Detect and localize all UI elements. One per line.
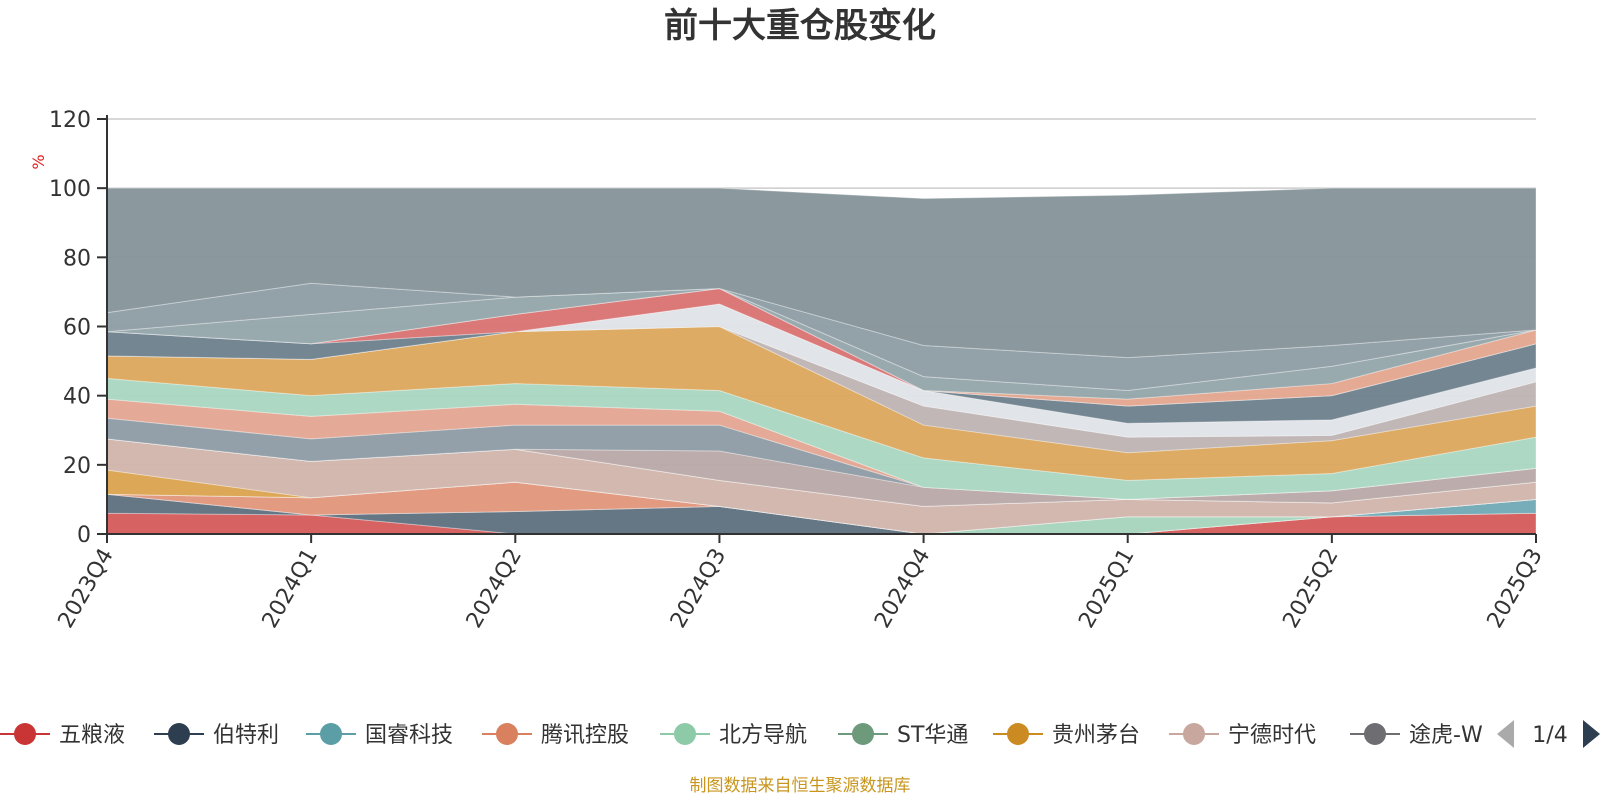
legend-label-3: 国睿科技 (365, 723, 453, 748)
y-tick-label-0: 0 (77, 523, 91, 548)
legend-marker-4 (496, 723, 518, 745)
legend-item-3[interactable]: 国睿科技 (306, 723, 453, 748)
y-axis-unit: % (29, 154, 48, 169)
legend-next-icon[interactable] (1583, 720, 1600, 748)
y-tick-label-6: 120 (49, 108, 91, 133)
legend-marker-3 (320, 723, 342, 745)
legend: 五粮液 伯特利 国睿科技 腾讯控股 北方导航 ST华通 贵州茅台 宁德时代 途虎-W (0, 723, 1483, 748)
legend-item-4[interactable]: 腾讯控股 (482, 723, 629, 748)
x-tick-label-5: 2025Q1 (1074, 544, 1139, 632)
x-tick-label-0: 2023Q4 (54, 544, 119, 632)
area-8 (106, 438, 1537, 535)
area-upper-3 (106, 417, 1537, 500)
legend-marker-6 (852, 723, 874, 745)
y-tick-label-4: 80 (63, 246, 91, 271)
area-upper-14 (106, 187, 1537, 359)
legend-item-8[interactable]: 宁德时代 (1169, 723, 1316, 748)
area-upper-9 (106, 303, 1537, 424)
legend-prev-icon[interactable] (1497, 720, 1514, 748)
legend-label-5: 北方导航 (719, 723, 807, 748)
x-tick-label-1: 2024Q1 (258, 544, 323, 632)
y-tick-label-1: 20 (63, 454, 91, 479)
y-tick-label-2: 40 (63, 385, 91, 410)
x-tick-labels: 2023Q4 2024Q1 2024Q2 2024Q3 2024Q4 2025Q1 2025… (54, 544, 1548, 632)
legend-marker-8 (1183, 723, 1205, 745)
legend-label-7: 贵州茅台 (1052, 723, 1140, 748)
area-upper-10 (106, 287, 1537, 407)
legend-items: 五粮液 伯特利 国睿科技 腾讯控股 北方导航 ST华通 贵州茅台 宁德时代 途虎-W (0, 723, 1483, 748)
area-upper-8 (106, 303, 1537, 438)
area-upper-2 (106, 438, 1537, 507)
legend-item-9[interactable]: 途虎-W (1350, 723, 1483, 748)
x-tick-label-2: 2024Q2 (462, 544, 527, 632)
legend-item-7[interactable]: 贵州茅台 (993, 723, 1140, 748)
area-upper-6 (106, 325, 1537, 481)
axes (97, 115, 1537, 543)
x-tick-label-4: 2024Q4 (870, 544, 935, 632)
legend-item-1[interactable]: 五粮液 (0, 723, 125, 748)
legend-item-5[interactable]: 北方导航 (660, 723, 807, 748)
legend-item-2[interactable]: 伯特利 (154, 723, 279, 748)
legend-label-9: 途虎-W (1409, 723, 1483, 748)
data-source-note: 制图数据来自恒生聚源数据库 (690, 776, 911, 796)
legend-label-2: 伯特利 (213, 723, 279, 748)
legend-label-6: ST华通 (897, 723, 968, 748)
area-upper-4 (106, 398, 1537, 500)
area-series (106, 187, 1537, 535)
area-upper-5 (106, 377, 1537, 500)
legend-label-8: 宁德时代 (1228, 723, 1316, 748)
y-tick-label-3: 60 (63, 316, 91, 341)
y-tick-label-5: 100 (49, 177, 91, 202)
y-tick-labels: 0 20 40 60 80 100 120 (49, 108, 91, 548)
legend-label-1: 五粮液 (59, 723, 125, 748)
legend-marker-5 (674, 723, 696, 745)
x-tick-label-3: 2024Q3 (666, 544, 731, 632)
legend-marker-1 (14, 723, 36, 745)
chart-title: 前十大重仓股变化 (664, 6, 936, 46)
legend-page-indicator: 1/4 (1532, 723, 1567, 748)
x-tick-label-7: 2025Q3 (1483, 544, 1548, 632)
x-tick-label-6: 2025Q2 (1278, 544, 1343, 632)
legend-pager: 1/4 (1497, 720, 1600, 748)
legend-marker-2 (168, 723, 190, 745)
legend-item-6[interactable]: ST华通 (838, 723, 968, 748)
legend-marker-7 (1007, 723, 1029, 745)
legend-marker-9 (1364, 723, 1386, 745)
legend-label-4: 腾讯控股 (541, 723, 629, 748)
area-upper-7 (106, 325, 1537, 454)
